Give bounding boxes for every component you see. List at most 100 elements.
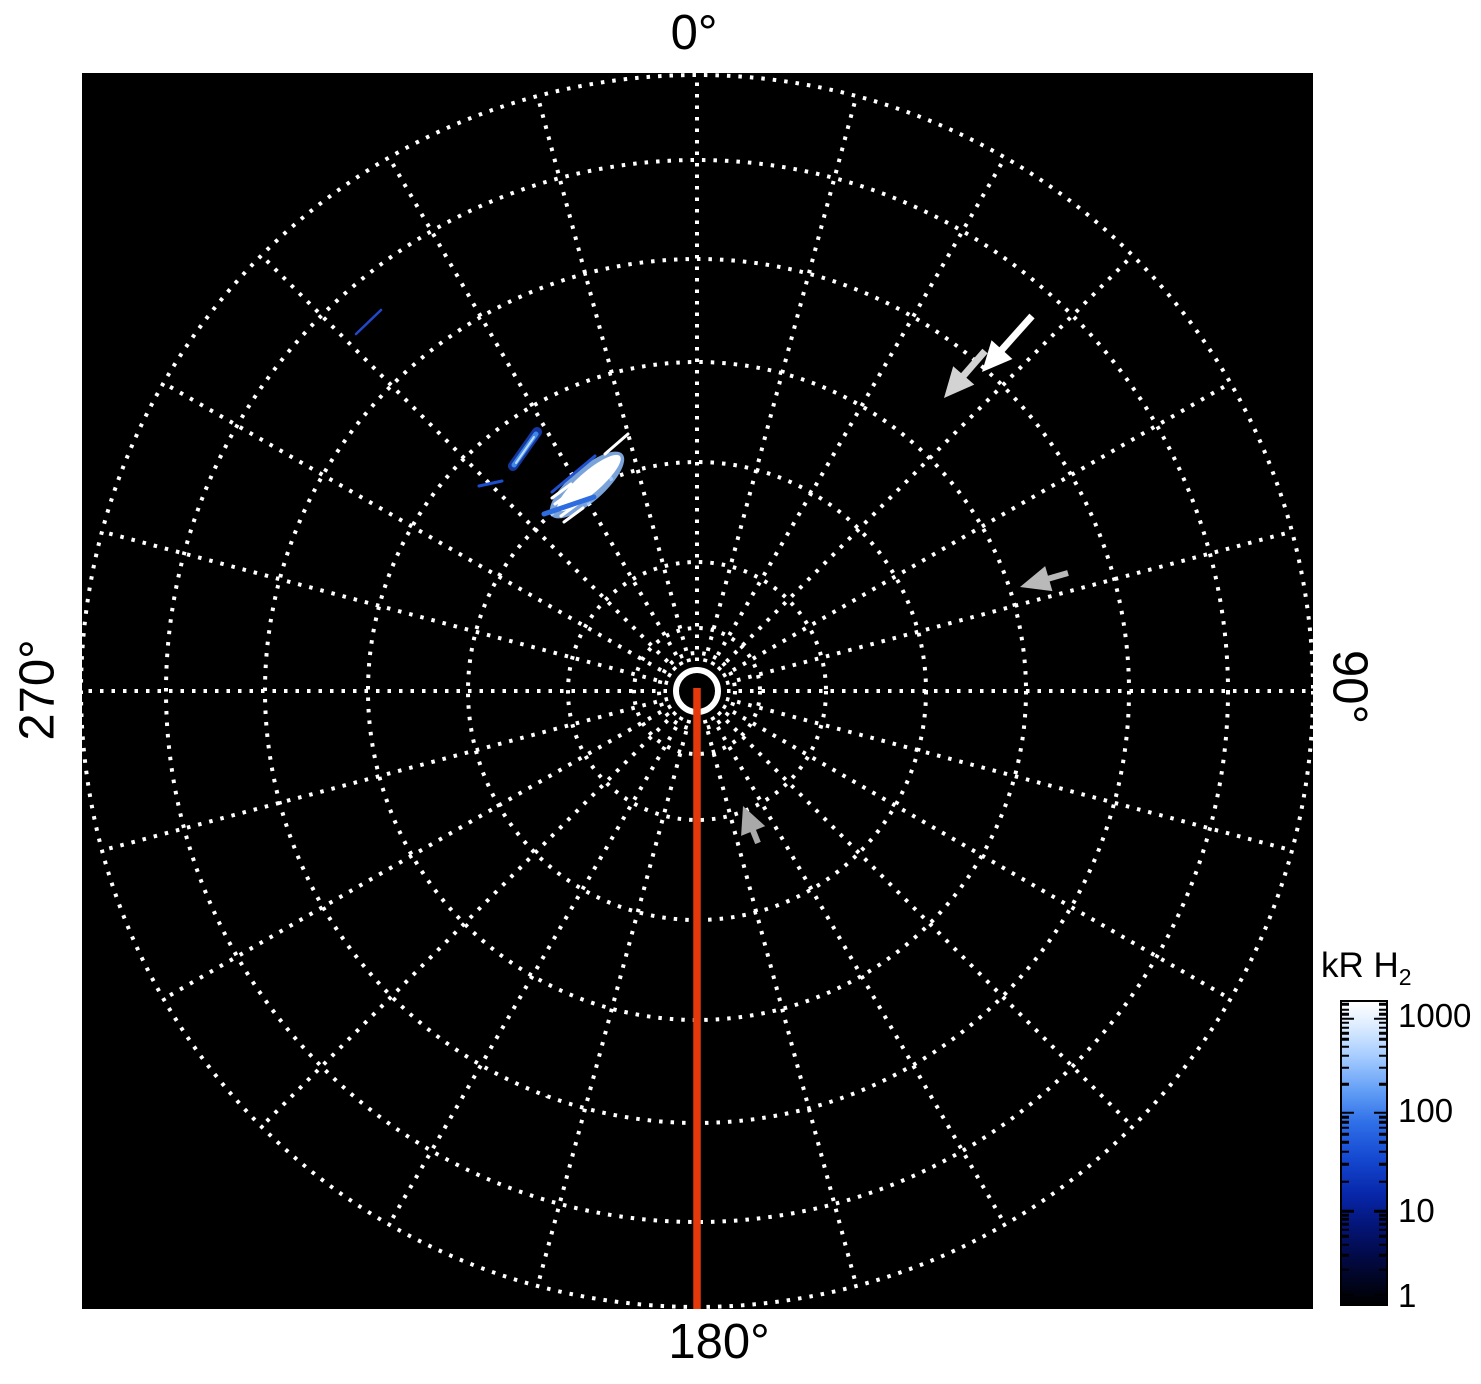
colorbar-tick [1342,1210,1354,1213]
aurora-streak-secondary [515,436,535,464]
colorbar-tick [1342,1002,1349,1006]
grid-spoke [716,710,1134,1128]
angle-label-0: 0° [670,6,718,60]
colorbar-tick [1342,1013,1349,1016]
grid-circle [632,626,762,756]
grid-spoke [162,704,673,1001]
colorbar-tick [1342,1133,1349,1136]
gray-arrow-right [1046,570,1069,583]
aurora-patch-main [553,488,576,506]
colorbar-tick [1379,1031,1386,1035]
light-gray-arrow [959,348,988,380]
colorbar-tick [1379,1253,1386,1257]
grid-circle [164,158,1230,1224]
colorbar-tick [1342,1141,1349,1144]
colorbar-tick [1342,1111,1354,1114]
grid-spoke [387,156,684,667]
grid-spoke [725,529,1293,686]
colorbar-tick [1342,1008,1349,1011]
colorbar-tick [1342,1054,1349,1058]
colorbar-tick [1379,1235,1386,1238]
colorbar-tick [1379,1218,1386,1221]
grid-spoke [721,381,1232,678]
colorbar-tick [1374,1111,1386,1114]
colorbar-tick [1379,1133,1386,1136]
colorbar-tick [1342,1213,1349,1217]
colorbar-tick [1379,1228,1386,1232]
colorbar-tick [1379,1268,1386,1271]
colorbar-tick [1342,1162,1349,1166]
grid-spoke [535,719,692,1287]
gray-arrow-center [741,806,766,836]
colorbar-tick [1374,1210,1386,1213]
colorbar-tick [1379,1083,1386,1086]
colorbar-tick [1379,1002,1386,1006]
grid-spoke [535,95,692,663]
colorbar-tick [1374,1293,1386,1297]
colorbar-tick [1342,1045,1349,1049]
colorbar-tick [1342,1228,1349,1232]
angle-label-180: 180° [668,1315,770,1369]
grid-spoke [101,529,669,686]
colorbar-tick [1342,1066,1349,1069]
grid-spoke [260,710,678,1128]
colorbar-tick [1379,1222,1386,1226]
colorbar-tick [1342,1026,1349,1029]
colorbar-tick [1342,1017,1354,1020]
colorbar-tick [1379,1120,1386,1124]
aurora-patch-main [550,482,573,500]
grid-spoke [387,715,684,1226]
colorbar-tick [1379,1013,1386,1016]
light-gray-arrow [944,366,975,398]
gray-arrow-center [749,828,761,845]
colorbar-tick [1342,1150,1349,1154]
colorbar-tick-label: 100 [1398,1092,1454,1130]
colorbar [1340,1000,1388,1306]
colorbar-tick [1374,1017,1386,1020]
colorbar-tick [1342,1038,1349,1041]
colorbar-tick [1342,1218,1349,1221]
gray-arrow-right [1020,566,1053,592]
white-arrow [982,340,1013,372]
colorbar-tick [1342,1115,1349,1119]
colorbar-tick [1379,1150,1386,1154]
colorbar-tick [1342,1126,1349,1130]
colorbar-tick [1379,1026,1386,1029]
angle-label-90: 90° [1322,649,1377,725]
colorbar-tick [1379,1066,1386,1069]
grid-spoke [710,715,1007,1226]
aurora-patch-main [477,479,504,488]
colorbar-tick [1379,1243,1386,1246]
grid-spoke [721,704,1232,1001]
grid-spoke [725,696,1293,853]
colorbar-tick-label: 1 [1398,1277,1417,1315]
colorbar-tick [1379,1021,1386,1025]
colorbar-tick [1342,1268,1349,1271]
colorbar-tick [1379,1213,1386,1217]
grid-spoke [702,95,859,663]
white-arrow [998,313,1035,354]
colorbar-tick [1342,1293,1354,1297]
colorbar-tick [1379,1180,1386,1183]
grid-spoke [716,254,1134,672]
colorbar-tick [1342,1021,1349,1025]
aurora-streak-faint [354,308,383,336]
grid-spoke [702,719,859,1287]
colorbar-tick [1379,1162,1386,1166]
colorbar-title-sub: 2 [1398,964,1412,990]
colorbar-title: kR H2 [1321,946,1412,991]
grid-circle [263,257,1131,1125]
colorbar-title-main: kR H [1321,946,1399,985]
grid-spoke [710,156,1007,667]
colorbar-tick [1342,1253,1349,1257]
colorbar-tick [1342,1120,1349,1124]
colorbar-tick-label: 10 [1398,1192,1435,1230]
aurora-patch-main [550,454,597,494]
colorbar-tick [1342,1031,1349,1035]
angle-label-270: 270° [10,639,65,741]
colorbar-tick [1379,1045,1386,1049]
grid-spoke [101,696,669,853]
colorbar-tick [1379,1115,1386,1119]
colorbar-tick-label: 1000 [1398,997,1472,1035]
